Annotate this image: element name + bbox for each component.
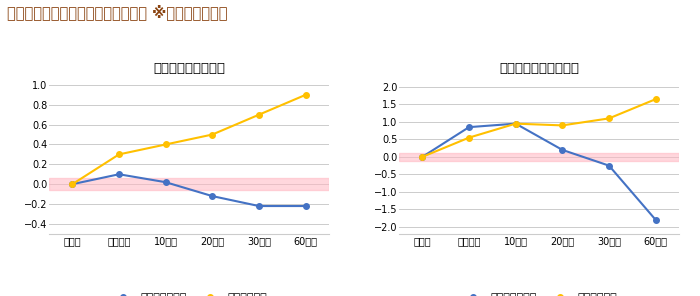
Title: 【温度量（腹部）】: 【温度量（腹部）】 xyxy=(153,62,225,75)
Legend: ホットコーヒー, 温かいスープ: ホットコーヒー, 温かいスープ xyxy=(456,289,622,296)
Title: 【温度量（手の甲）】: 【温度量（手の甲）】 xyxy=(499,62,579,75)
Legend: ホットコーヒー, 温かいスープ: ホットコーヒー, 温かいスープ xyxy=(106,289,272,296)
Text: 【温度量変化の検証・腹部、手の甲 ※被験者平均値】: 【温度量変化の検証・腹部、手の甲 ※被験者平均値】 xyxy=(7,4,228,20)
Bar xyxy=(49,178,329,190)
Bar xyxy=(399,153,679,161)
